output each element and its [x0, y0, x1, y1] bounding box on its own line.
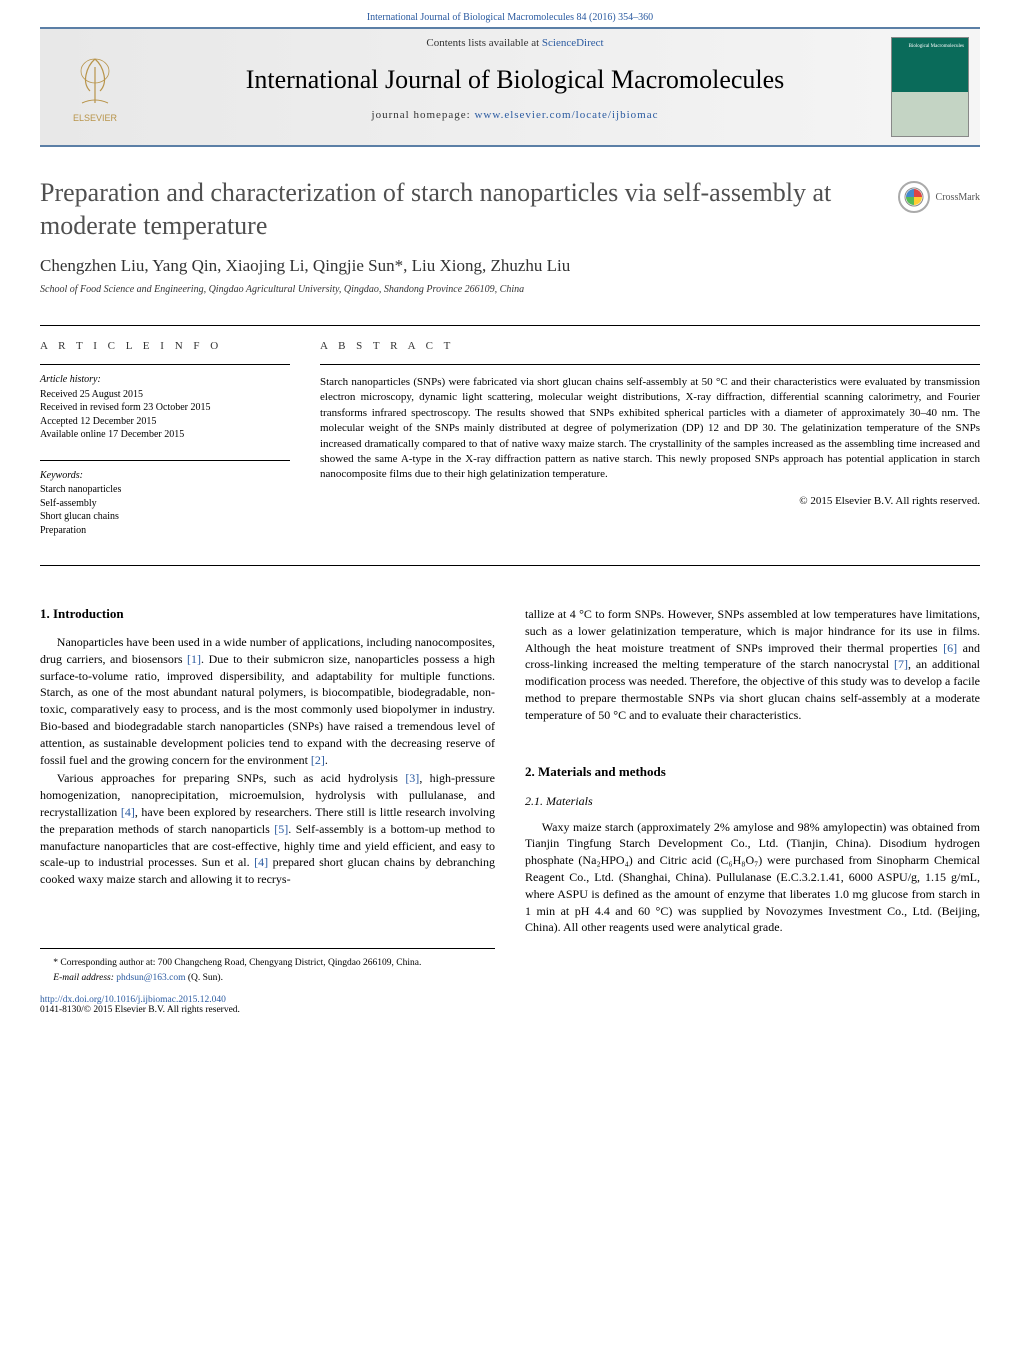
crossmark-icon: [898, 181, 930, 213]
info-rule: [40, 364, 290, 365]
right-column: tallize at 4 °C to form SNPs. However, S…: [525, 606, 980, 1015]
intro-paragraph: Nanoparticles have been used in a wide n…: [40, 634, 495, 768]
keyword: Self-assembly: [40, 497, 290, 511]
contents-line: Contents lists available at ScienceDirec…: [170, 37, 860, 49]
author-list: Chengzhen Liu, Yang Qin, Xiaojing Li, Qi…: [40, 256, 980, 276]
email-link[interactable]: phdsun@163.com: [116, 973, 185, 983]
cover-cell: Biological Macromolecules: [880, 29, 980, 145]
journal-banner: ELSEVIER Contents lists available at Sci…: [40, 27, 980, 147]
abstract-rule: [320, 364, 980, 365]
article-title: Preparation and characterization of star…: [40, 177, 980, 242]
banner-center: Contents lists available at ScienceDirec…: [150, 29, 880, 145]
intro-paragraph-cont: tallize at 4 °C to form SNPs. However, S…: [525, 606, 980, 724]
info-heading: A R T I C L E I N F O: [40, 340, 290, 352]
elsevier-tree-logo: ELSEVIER: [60, 47, 130, 127]
history-label: Article history:: [40, 373, 290, 387]
publisher-cell: ELSEVIER: [40, 29, 150, 145]
journal-title: International Journal of Biological Macr…: [170, 65, 860, 95]
received-date: Received 25 August 2015: [40, 388, 290, 402]
left-column: 1. Introduction Nanoparticles have been …: [40, 606, 495, 1015]
elsevier-text: ELSEVIER: [73, 113, 118, 123]
sciencedirect-link[interactable]: ScienceDirect: [542, 37, 604, 49]
methods-heading: 2. Materials and methods: [525, 764, 980, 780]
keywords-label: Keywords:: [40, 469, 290, 483]
citation-link[interactable]: International Journal of Biological Macr…: [367, 12, 653, 23]
article-info: A R T I C L E I N F O Article history: R…: [40, 340, 290, 537]
corresponding-note: * Corresponding author at: 700 Changchen…: [40, 957, 495, 970]
intro-heading: 1. Introduction: [40, 606, 495, 622]
materials-subheading: 2.1. Materials: [525, 794, 980, 809]
homepage-line: journal homepage: www.elsevier.com/locat…: [170, 109, 860, 121]
abstract-heading: A B S T R A C T: [320, 340, 980, 352]
contents-prefix: Contents lists available at: [426, 37, 541, 49]
homepage-link[interactable]: www.elsevier.com/locate/ijbiomac: [474, 109, 658, 121]
header-citation: International Journal of Biological Macr…: [0, 0, 1020, 27]
email-label: E-mail address:: [53, 973, 116, 983]
title-block: CrossMark Preparation and characterizati…: [40, 177, 980, 295]
doi-block: http://dx.doi.org/10.1016/j.ijbiomac.201…: [40, 995, 495, 1015]
body-columns: 1. Introduction Nanoparticles have been …: [40, 606, 980, 1015]
cover-title-text: Biological Macromolecules: [892, 38, 968, 51]
issn-copyright: 0141-8130/© 2015 Elsevier B.V. All right…: [40, 1005, 240, 1015]
accepted-date: Accepted 12 December 2015: [40, 415, 290, 429]
info-abstract-row: A R T I C L E I N F O Article history: R…: [40, 326, 980, 565]
affiliation: School of Food Science and Engineering, …: [40, 284, 980, 295]
keyword: Preparation: [40, 524, 290, 538]
abstract-copyright: © 2015 Elsevier B.V. All rights reserved…: [320, 495, 980, 507]
abstract: A B S T R A C T Starch nanoparticles (SN…: [320, 340, 980, 537]
bottom-divider: [40, 565, 980, 566]
crossmark-widget[interactable]: CrossMark: [898, 181, 980, 213]
doi-link[interactable]: http://dx.doi.org/10.1016/j.ijbiomac.201…: [40, 995, 226, 1005]
materials-paragraph: Waxy maize starch (approximately 2% amyl…: [525, 819, 980, 937]
corresponding-footer: * Corresponding author at: 700 Changchen…: [40, 948, 495, 985]
online-date: Available online 17 December 2015: [40, 428, 290, 442]
kw-rule: [40, 460, 290, 461]
abstract-text: Starch nanoparticles (SNPs) were fabrica…: [320, 375, 980, 483]
revised-date: Received in revised form 23 October 2015: [40, 401, 290, 415]
homepage-prefix: journal homepage:: [372, 109, 475, 121]
crossmark-label: CrossMark: [936, 192, 980, 203]
keyword: Starch nanoparticles: [40, 483, 290, 497]
journal-cover-thumbnail: Biological Macromolecules: [891, 37, 969, 137]
intro-paragraph: Various approaches for preparing SNPs, s…: [40, 770, 495, 888]
email-line: E-mail address: phdsun@163.com (Q. Sun).: [40, 972, 495, 985]
keywords-block: Keywords: Starch nanoparticles Self-asse…: [40, 460, 290, 538]
keyword: Short glucan chains: [40, 510, 290, 524]
email-suffix: (Q. Sun).: [185, 973, 222, 983]
